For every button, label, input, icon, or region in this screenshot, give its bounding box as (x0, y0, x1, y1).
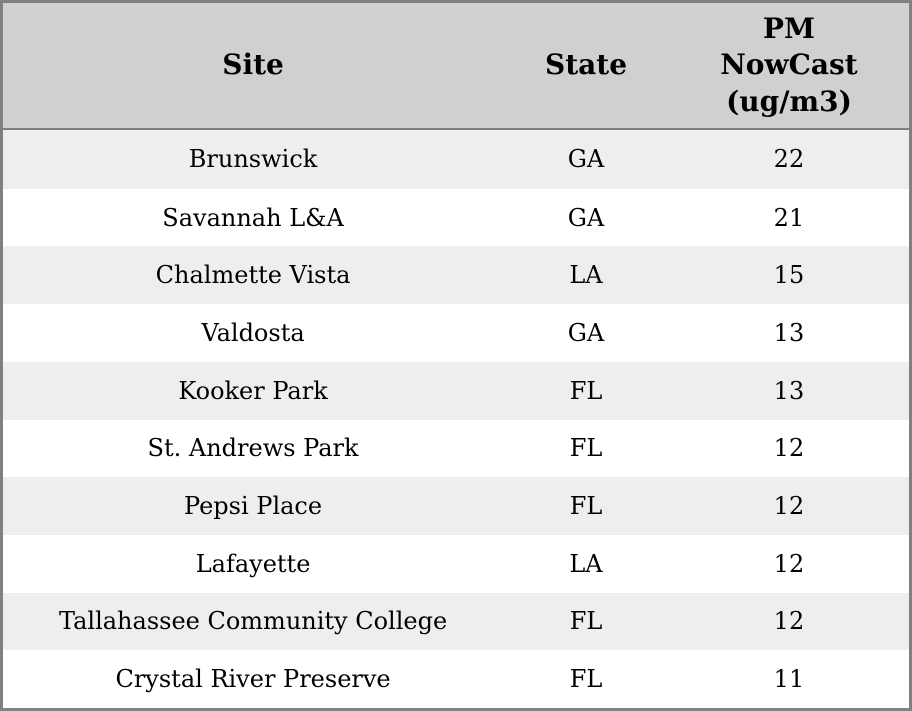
cell-state: FL (569, 607, 603, 636)
column-header-site: Site (3, 3, 504, 130)
cell-pm-nowcast: 11 (773, 665, 805, 694)
cell-state: FL (569, 376, 603, 405)
table-row: Chalmette Vista LA 15 (3, 246, 909, 305)
cell-site: Chalmette Vista (155, 261, 351, 290)
table-row: Savannah L&A GA 21 (3, 188, 909, 247)
cell-pm-nowcast: 13 (773, 318, 805, 347)
cell-state: LA (569, 549, 603, 578)
cell-pm-nowcast: 15 (773, 261, 805, 290)
table-row: Crystal River Preserve FL 11 (3, 650, 909, 708)
cell-site: Kooker Park (178, 376, 328, 405)
cell-pm-nowcast: 13 (773, 376, 805, 405)
cell-state: GA (567, 318, 605, 347)
table-row: St. Andrews Park FL 12 (3, 419, 909, 478)
cell-pm-nowcast: 12 (773, 492, 805, 521)
cell-site: Valdosta (201, 318, 305, 347)
column-header-state-label: State (544, 48, 628, 82)
cell-site: Pepsi Place (184, 492, 323, 521)
cell-site: Lafayette (195, 549, 311, 578)
table-row: Lafayette LA 12 (3, 534, 909, 593)
table-body: Brunswick GA 22 Savannah L&A GA 21 Chalm… (3, 129, 909, 708)
pm-nowcast-table: Site State PM NowCast (ug/m3) Brunswick … (3, 3, 909, 708)
column-header-pm-nowcast: PM NowCast (ug/m3) (668, 3, 909, 130)
cell-site: St. Andrews Park (147, 434, 359, 463)
cell-pm-nowcast: 12 (773, 434, 805, 463)
table-row: Valdosta GA 13 (3, 304, 909, 362)
table-header: Site State PM NowCast (ug/m3) (3, 3, 909, 130)
header-row: Site State PM NowCast (ug/m3) (3, 3, 909, 130)
table-row: Kooker Park FL 13 (3, 361, 909, 420)
cell-pm-nowcast: 22 (773, 145, 805, 174)
table-row: Tallahassee Community College FL 12 (3, 592, 909, 651)
cell-state: FL (569, 665, 603, 694)
cell-site: Savannah L&A (162, 203, 344, 232)
column-header-state: State (503, 3, 669, 130)
cell-state: FL (569, 434, 603, 463)
cell-state: GA (567, 203, 605, 232)
cell-site: Brunswick (188, 145, 318, 174)
cell-state: LA (569, 261, 603, 290)
table-row: Brunswick GA 22 (3, 129, 909, 189)
cell-pm-nowcast: 12 (773, 607, 805, 636)
table-row: Pepsi Place FL 12 (3, 477, 909, 535)
cell-pm-nowcast: 12 (773, 549, 805, 578)
cell-pm-nowcast: 21 (773, 203, 805, 232)
cell-state: GA (567, 145, 605, 174)
cell-site: Crystal River Preserve (115, 665, 391, 694)
column-header-site-label: Site (222, 48, 284, 82)
column-header-pm-nowcast-label: PM NowCast (ug/m3) (720, 11, 858, 118)
cell-site: Tallahassee Community College (58, 607, 448, 636)
cell-state: FL (569, 492, 603, 521)
